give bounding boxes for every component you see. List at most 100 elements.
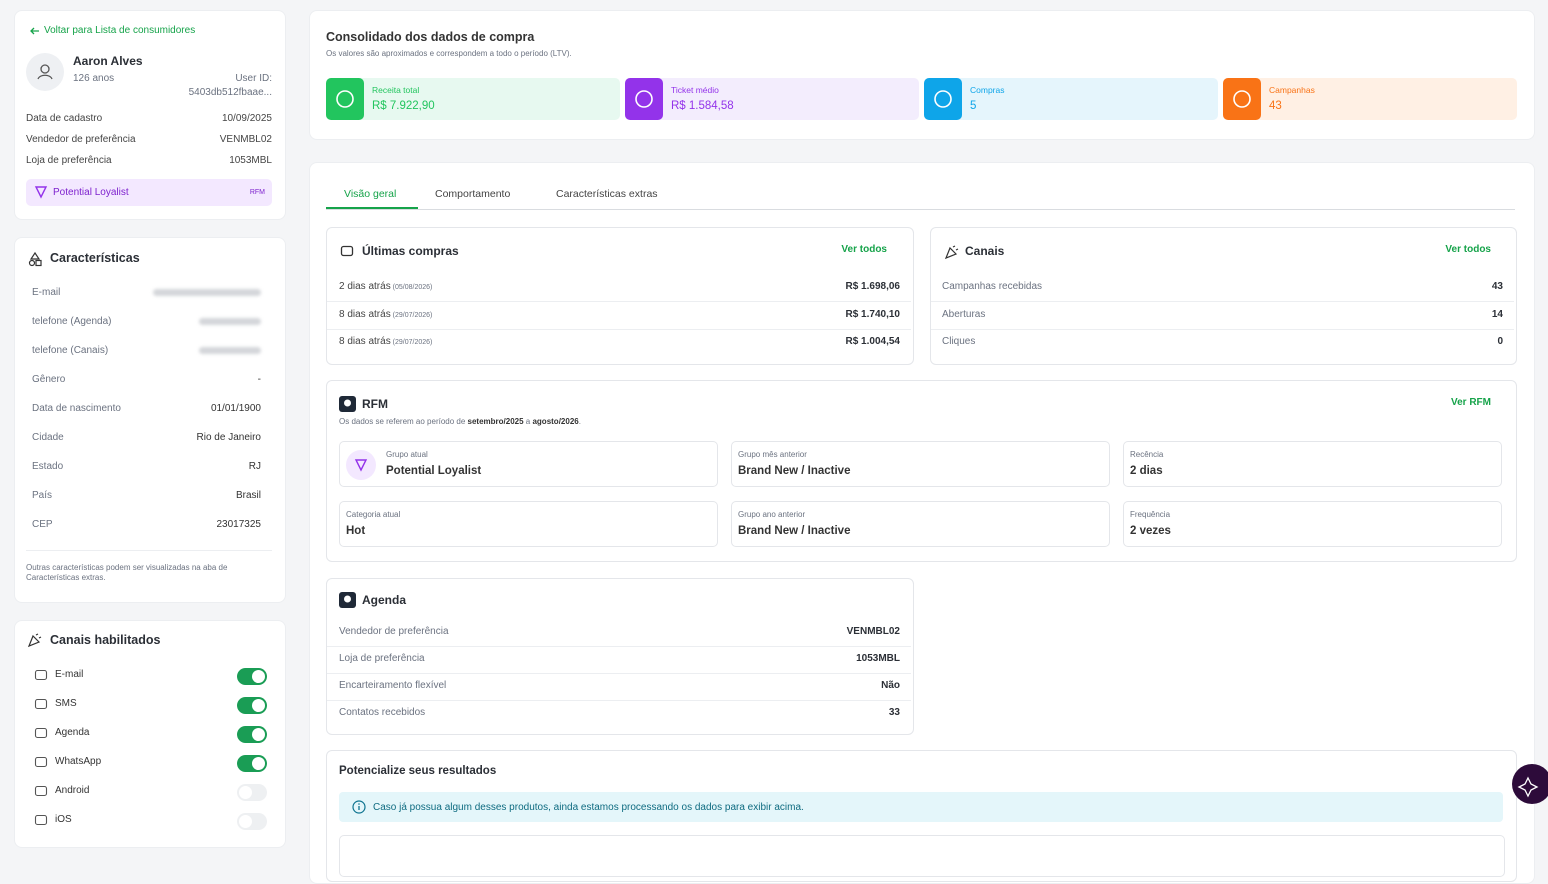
char-label: E-mail — [32, 287, 61, 298]
toggle[interactable] — [237, 813, 267, 830]
info-value: VENMBL02 — [219, 134, 272, 145]
summary-title: Consolidado dos dados de compra — [326, 30, 535, 44]
agenda-box — [326, 578, 914, 735]
agenda-icon — [339, 592, 356, 613]
icon — [27, 632, 43, 653]
toggle[interactable] — [237, 755, 267, 772]
rfm-cell — [339, 501, 718, 547]
product-card — [339, 835, 1505, 877]
channel-icon — [34, 697, 48, 716]
char-label: telefone (Agenda) — [32, 316, 112, 327]
kpi-label: Campanhas — [1269, 85, 1315, 95]
user-id-label: User ID: — [235, 73, 272, 84]
char-value: Brasil — [235, 490, 261, 501]
channel-label: Agenda — [55, 727, 90, 738]
page: (() => { const data = JSON.parse(documen… — [14, 10, 1548, 884]
cell-label: Grupo mês anterior — [738, 450, 807, 459]
box-title: RFM — [362, 397, 388, 411]
tab[interactable]: Características extras — [556, 188, 658, 200]
badge-tag: RFM — [249, 189, 265, 196]
canal-label: Campanhas recebidas — [942, 281, 1043, 292]
toggle[interactable] — [237, 668, 267, 685]
channel-label: Android — [55, 785, 90, 796]
channel-label: WhatsApp — [55, 756, 102, 767]
separator — [327, 301, 911, 302]
blurred-value — [199, 347, 261, 354]
kpi-icon — [924, 78, 962, 120]
agenda-value: 33 — [888, 707, 900, 718]
purchase-when: 8 dias atrás (29/07/2026) — [339, 336, 433, 347]
cell-value: Brand New / Inactive — [738, 525, 851, 537]
separator — [327, 700, 911, 701]
purchase-value: R$ 1.004,54 — [845, 336, 901, 347]
tab[interactable]: Visão geral — [344, 188, 397, 200]
rfm-box — [326, 380, 1517, 562]
note-part: Os dados se referem ao período de — [339, 417, 468, 426]
cell-value: Hot — [346, 525, 366, 537]
tab-indicator — [326, 207, 418, 209]
profile-age: 126 anos — [73, 73, 115, 84]
char-value: 23017325 — [216, 519, 262, 530]
char-label: Cidade — [32, 432, 64, 443]
char-label: Estado — [32, 461, 64, 472]
rfm-cell — [1123, 501, 1502, 547]
cell-label: Categoria atual — [346, 510, 401, 519]
icon — [944, 244, 960, 265]
badge-icon — [33, 184, 49, 205]
toggle-knob — [252, 757, 265, 770]
rfm-cell — [339, 441, 718, 487]
tab-baseline — [326, 209, 1515, 210]
kpi-label: Compras — [970, 85, 1005, 95]
kpi-label: Receita total — [372, 85, 420, 95]
purchases-box — [326, 227, 914, 365]
toggle[interactable] — [237, 726, 267, 743]
agenda-label: Loja de preferência — [339, 653, 425, 664]
canal-label: Aberturas — [942, 308, 986, 320]
agenda-value: Não — [881, 680, 900, 691]
cell-label: Recência — [1130, 450, 1164, 459]
rfm-icon — [339, 396, 356, 417]
kpi-value: 43 — [1269, 100, 1282, 112]
link[interactable]: Ver todos — [841, 244, 887, 255]
toggle-knob — [252, 699, 265, 712]
purchase-value: R$ 1.740,10 — [845, 308, 901, 320]
section-title: Canais habilitados — [50, 633, 161, 647]
note-part: setembro/2025 — [467, 417, 524, 426]
kpi-card — [924, 78, 1218, 120]
info-label: Data de cadastro — [26, 113, 103, 124]
purchase-date: (29/07/2026) — [390, 339, 433, 346]
section-title: Características — [50, 251, 140, 265]
canal-label: Cliques — [942, 336, 976, 347]
char-label: Data de nascimento — [32, 403, 121, 414]
toggle[interactable] — [237, 697, 267, 714]
separator — [931, 328, 1514, 330]
note-part: . — [578, 417, 581, 426]
char-label: País — [32, 490, 53, 501]
channel-icon — [34, 668, 48, 687]
kpi-card — [326, 78, 620, 120]
kpi-label: Ticket médio — [671, 85, 719, 95]
agenda-label: Contatos recebidos — [339, 707, 426, 718]
kpi-value: 5 — [970, 100, 977, 112]
toggle[interactable] — [237, 784, 267, 801]
assistant-button[interactable] — [1512, 764, 1548, 804]
info-label: Loja de preferência — [26, 155, 112, 166]
note-part: a — [523, 417, 533, 426]
separator — [327, 646, 911, 647]
back-link[interactable]: Voltar para Lista de consumidores — [44, 25, 196, 36]
rfm-note: Os dados se referem ao período de setemb… — [339, 417, 581, 427]
agenda-label: Encarteiramento flexível — [339, 680, 447, 691]
link[interactable]: Ver todos — [1445, 244, 1491, 255]
kpi-card — [1223, 78, 1517, 120]
rfm-badge — [26, 179, 272, 206]
link[interactable]: Ver RFM — [1450, 397, 1491, 408]
info-value: 1053MBL — [229, 155, 272, 166]
purchase-date: (05/08/2026) — [390, 284, 433, 291]
cell-label: Frequência — [1130, 510, 1171, 519]
cell-value: 2 dias — [1130, 465, 1163, 477]
user-id: 5403db512fbaae... — [188, 87, 272, 98]
icon — [340, 244, 354, 263]
kpi-value: R$ 1.584,58 — [671, 100, 734, 112]
cell-value: Brand New / Inactive — [738, 465, 851, 477]
tab[interactable]: Comportamento — [435, 188, 511, 200]
